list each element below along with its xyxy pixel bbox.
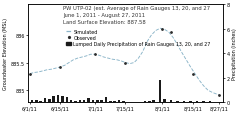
Bar (35, 100, 38, 102)
Bar (163, 99, 166, 102)
Legend: Simulated, Observed, Lumped Daily Precipitation of Rain Gauges 13, 20, and 27: Simulated, Observed, Lumped Daily Precip… (65, 29, 211, 47)
Bar (170, 100, 172, 102)
Bar (70, 100, 72, 102)
Bar (57, 95, 60, 102)
Bar (202, 101, 205, 102)
Bar (109, 101, 112, 102)
Bar (122, 101, 125, 102)
Bar (176, 101, 179, 102)
Bar (113, 101, 116, 102)
Bar (189, 101, 192, 102)
Y-axis label: Groundwater Elevation (MSL): Groundwater Elevation (MSL) (3, 18, 8, 90)
Y-axis label: Precipitation (inches): Precipitation (inches) (232, 28, 237, 80)
Bar (48, 99, 51, 102)
Bar (31, 101, 33, 102)
Bar (159, 80, 162, 102)
Bar (92, 100, 94, 102)
Bar (118, 101, 120, 102)
Bar (105, 97, 107, 102)
Bar (61, 96, 64, 102)
Bar (83, 101, 85, 102)
Bar (144, 101, 146, 102)
Text: PW UTP-02 (est. Average of Rain Gauges 13, 20, and 27
June 1, 2011 - August 27, : PW UTP-02 (est. Average of Rain Gauges 1… (63, 6, 210, 24)
Bar (196, 101, 198, 102)
Bar (152, 100, 155, 102)
Bar (148, 101, 151, 102)
Bar (53, 96, 55, 102)
Bar (74, 101, 77, 102)
Bar (39, 101, 42, 102)
Bar (183, 101, 185, 102)
Bar (66, 97, 68, 102)
Bar (209, 101, 211, 102)
Bar (44, 98, 46, 102)
Bar (96, 100, 98, 102)
Bar (78, 100, 81, 102)
Bar (100, 101, 103, 102)
Bar (87, 98, 90, 102)
